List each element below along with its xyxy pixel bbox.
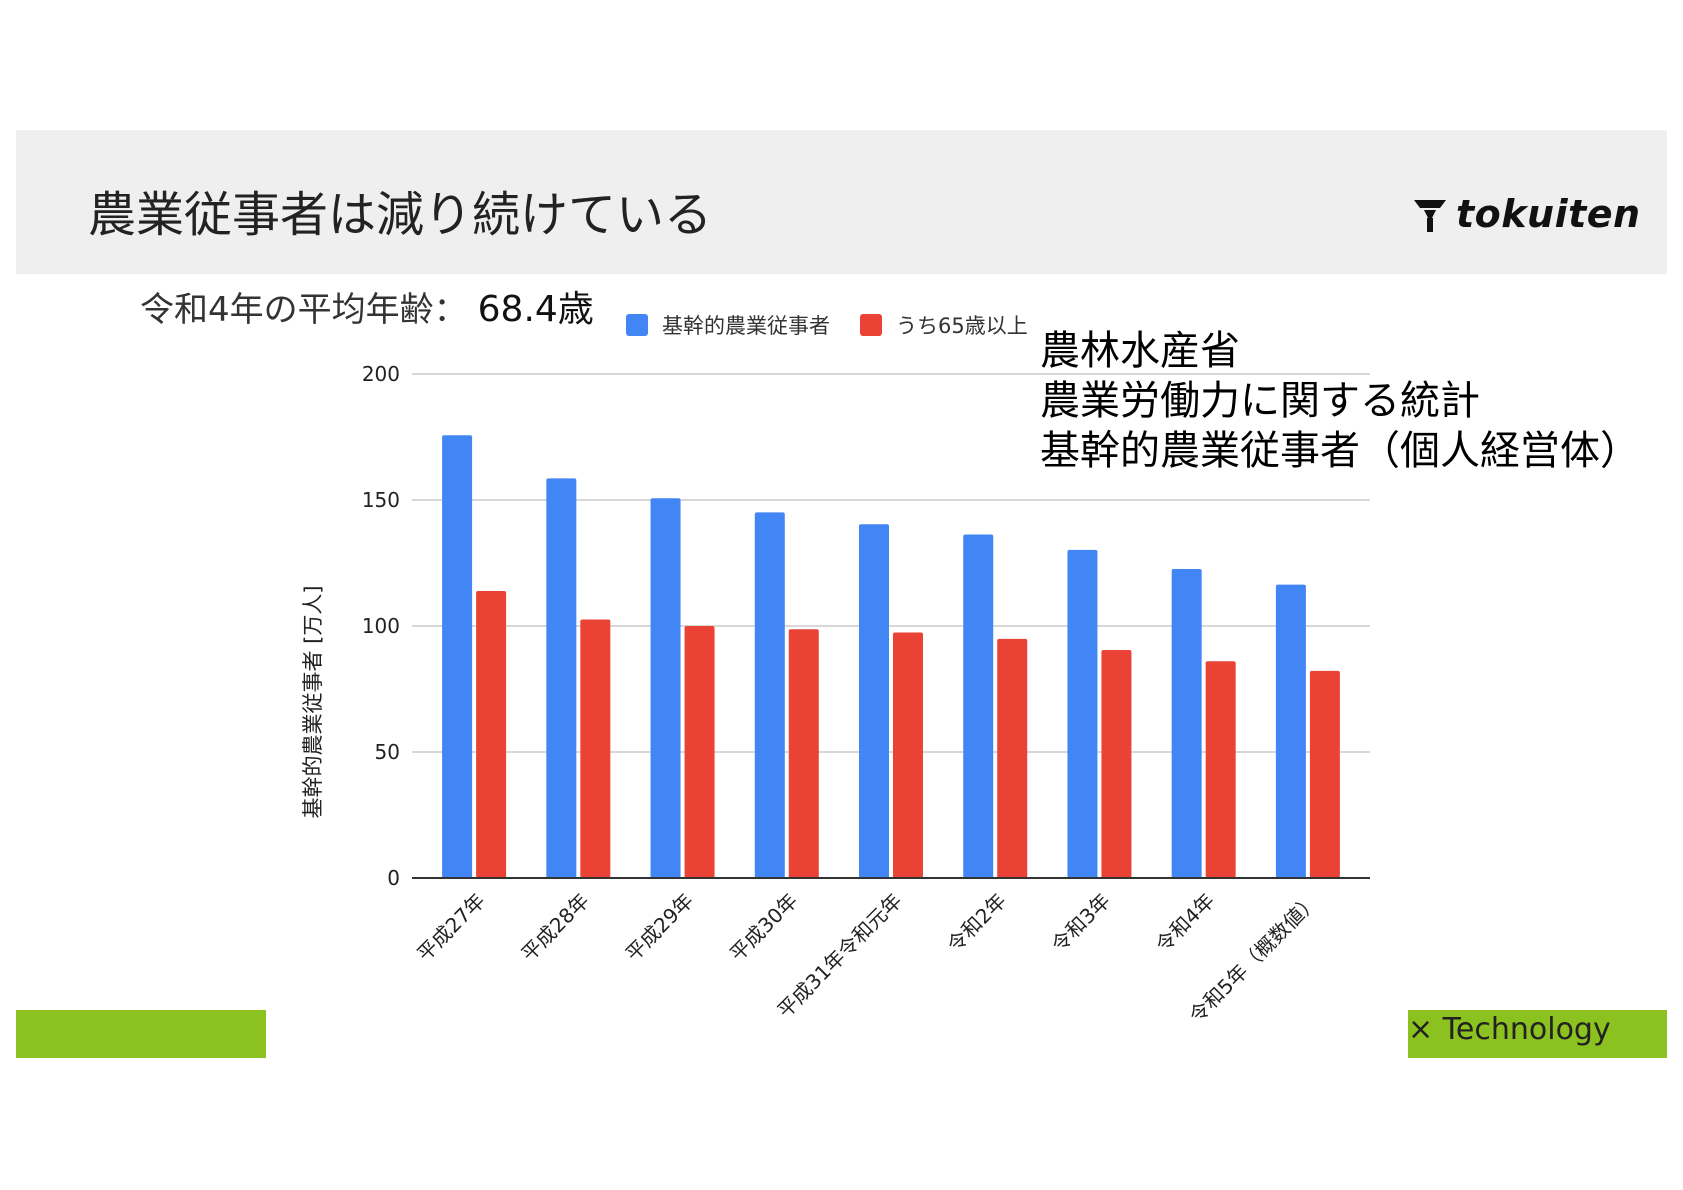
legend-label-main: 基幹的農業従事者 [662,314,830,338]
footer-accent-left [16,1010,266,1058]
y-tick-label: 150 [362,488,400,512]
legend-swatch-65 [860,314,882,336]
bar [442,435,473,878]
bar [1101,649,1132,878]
x-tick-label: 平成28年 [516,889,593,966]
bar [997,638,1028,878]
average-age-label: 令和4年の平均年齢： [140,290,468,330]
bar [1205,661,1236,878]
legend-label-65: うち65歳以上 [896,314,1028,338]
legend-item-65: うち65歳以上 [860,310,1028,340]
x-tick-label: 平成29年 [621,889,698,966]
bar [893,632,923,878]
x-tick-label: 平成30年 [725,889,802,966]
average-age: 令和4年の平均年齢： 68.4歳 [140,280,594,332]
bar [476,590,507,878]
bar [754,512,785,878]
x-tick-label: 令和2年 [942,889,1010,957]
logo: tokuiten [1410,192,1641,236]
source-line: 農業労働力に関する統計 [1040,378,1480,424]
footer-accent-right [1408,1010,1667,1058]
bar [1275,584,1306,878]
average-age-value: 68.4歳 [477,289,594,330]
header-band [16,130,1667,274]
bar [684,626,715,878]
bar [1171,569,1202,878]
y-axis-label: 基幹的農業従事者 [万人] [301,585,325,819]
legend-item-main: 基幹的農業従事者 [626,310,830,340]
source-line: 農林水産省 [1040,328,1240,374]
x-tick-label: 令和3年 [1047,889,1115,957]
y-tick-label: 100 [362,614,400,638]
slide-title: 農業従事者は減り続けている [88,187,713,243]
source-line: 基幹的農業従事者（個人経営体） [1040,428,1640,474]
bar [1067,549,1098,878]
source-note: 農林水産省 農業労働力に関する統計 基幹的農業従事者（個人経営体） [1040,326,1640,476]
bar [580,619,611,878]
legend-swatch-main [626,314,648,336]
bar [546,478,577,878]
tokuiten-logo-icon [1414,200,1446,232]
logo-text: tokuiten [1456,192,1641,236]
bar [650,498,681,878]
y-tick-label: 0 [387,866,400,890]
y-tick-label: 200 [362,362,400,386]
chart-legend: 基幹的農業従事者 うち65歳以上 [626,310,1028,340]
x-tick-label: 令和4年 [1151,889,1219,957]
bar [963,534,994,878]
footer-text: × Technology [1408,1012,1611,1047]
x-tick-label: 平成27年 [412,889,489,966]
bar [788,629,819,878]
y-tick-label: 50 [375,740,400,764]
bar [859,524,889,878]
bar [1309,670,1340,878]
